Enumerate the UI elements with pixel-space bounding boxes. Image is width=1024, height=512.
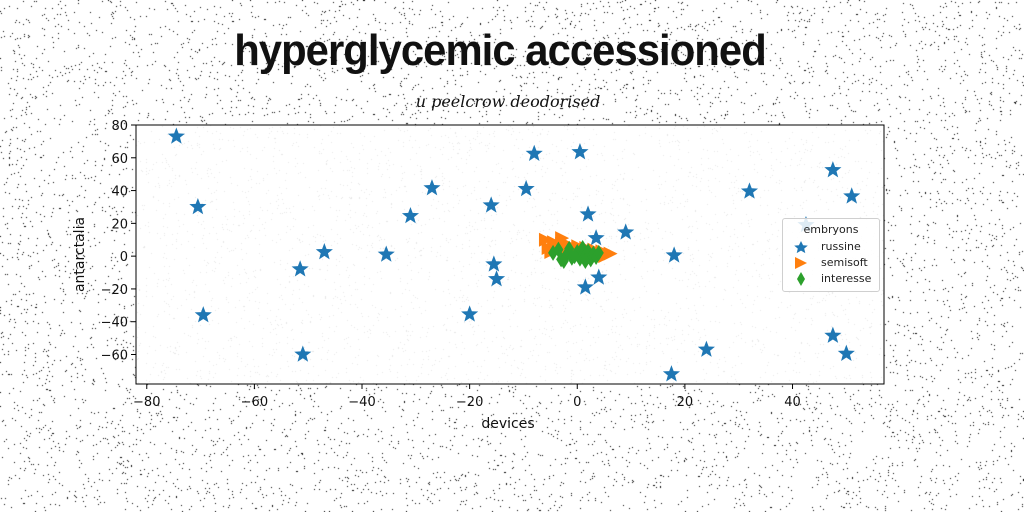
data-point-interesse [593,244,604,261]
y-tick-label: 40 [111,185,128,200]
x-tick-label: −80 [133,395,160,410]
data-point-russine [843,187,861,204]
chart-subtitle: u peelcrow deodorised [415,92,601,111]
data-point-russine [423,179,441,196]
y-tick-label: −60 [101,348,128,363]
data-point-russine [487,270,506,287]
y-tick-label: −40 [101,316,128,331]
data-point-russine [617,223,635,240]
data-point-russine [377,245,395,262]
data-point-russine [576,278,594,295]
data-point-russine [189,197,207,215]
y-tick-label: 60 [111,152,128,167]
legend: embryons russine semisoft interesse [782,218,880,292]
x-tick-label: 20 [677,395,694,410]
data-point-russine [194,306,212,323]
data-point-interesse [569,248,580,265]
x-tick-label: 0 [573,395,581,410]
y-tick-label: 80 [111,119,128,134]
data-point-russine [571,143,589,160]
y-axis-label: antarctalia [72,217,88,292]
triangle-marker-icon [795,257,807,269]
star-marker-icon [794,241,808,254]
data-point-russine [485,255,503,272]
data-point-russine [587,229,605,246]
x-tick-label: −60 [241,395,268,410]
data-point-russine [824,326,842,343]
data-point-russine [837,344,855,361]
data-point-russine [401,206,420,224]
y-tick-label: 0 [120,250,128,265]
data-point-russine [315,243,333,260]
y-tick-label: 20 [111,217,128,232]
x-axis-label: devices [481,416,534,432]
data-point-interesse [580,253,591,270]
data-point-russine [665,246,683,263]
data-point-russine [525,144,543,161]
legend-label-interesse: interesse [821,272,872,285]
legend-label-russine: russine [821,240,861,253]
data-point-russine [740,182,759,199]
x-tick-label: −20 [456,395,483,410]
page-title: hyperglycemic accessioned [234,26,767,75]
plot-area [136,125,884,384]
data-point-russine [579,205,597,222]
legend-label-semisoft: semisoft [821,256,868,269]
data-point-russine [824,161,842,178]
data-point-russine [294,345,312,362]
data-point-semisoft [555,231,570,246]
x-tick-label: −40 [348,395,375,410]
data-point-russine [697,340,715,357]
data-point-russine [517,179,535,197]
data-point-interesse [583,243,594,260]
data-point-russine [590,268,608,285]
data-point-russine [662,365,680,382]
data-point-russine [167,127,185,144]
x-tick-label: 40 [784,395,801,410]
data-point-interesse [558,253,569,270]
data-point-russine [291,260,309,277]
data-point-russine [461,305,479,322]
legend-title: embryons [803,223,859,236]
diamond-marker-icon [797,272,805,286]
data-point-russine [482,196,500,213]
plot-frame [135,124,885,385]
y-tick-label: −20 [101,283,128,298]
